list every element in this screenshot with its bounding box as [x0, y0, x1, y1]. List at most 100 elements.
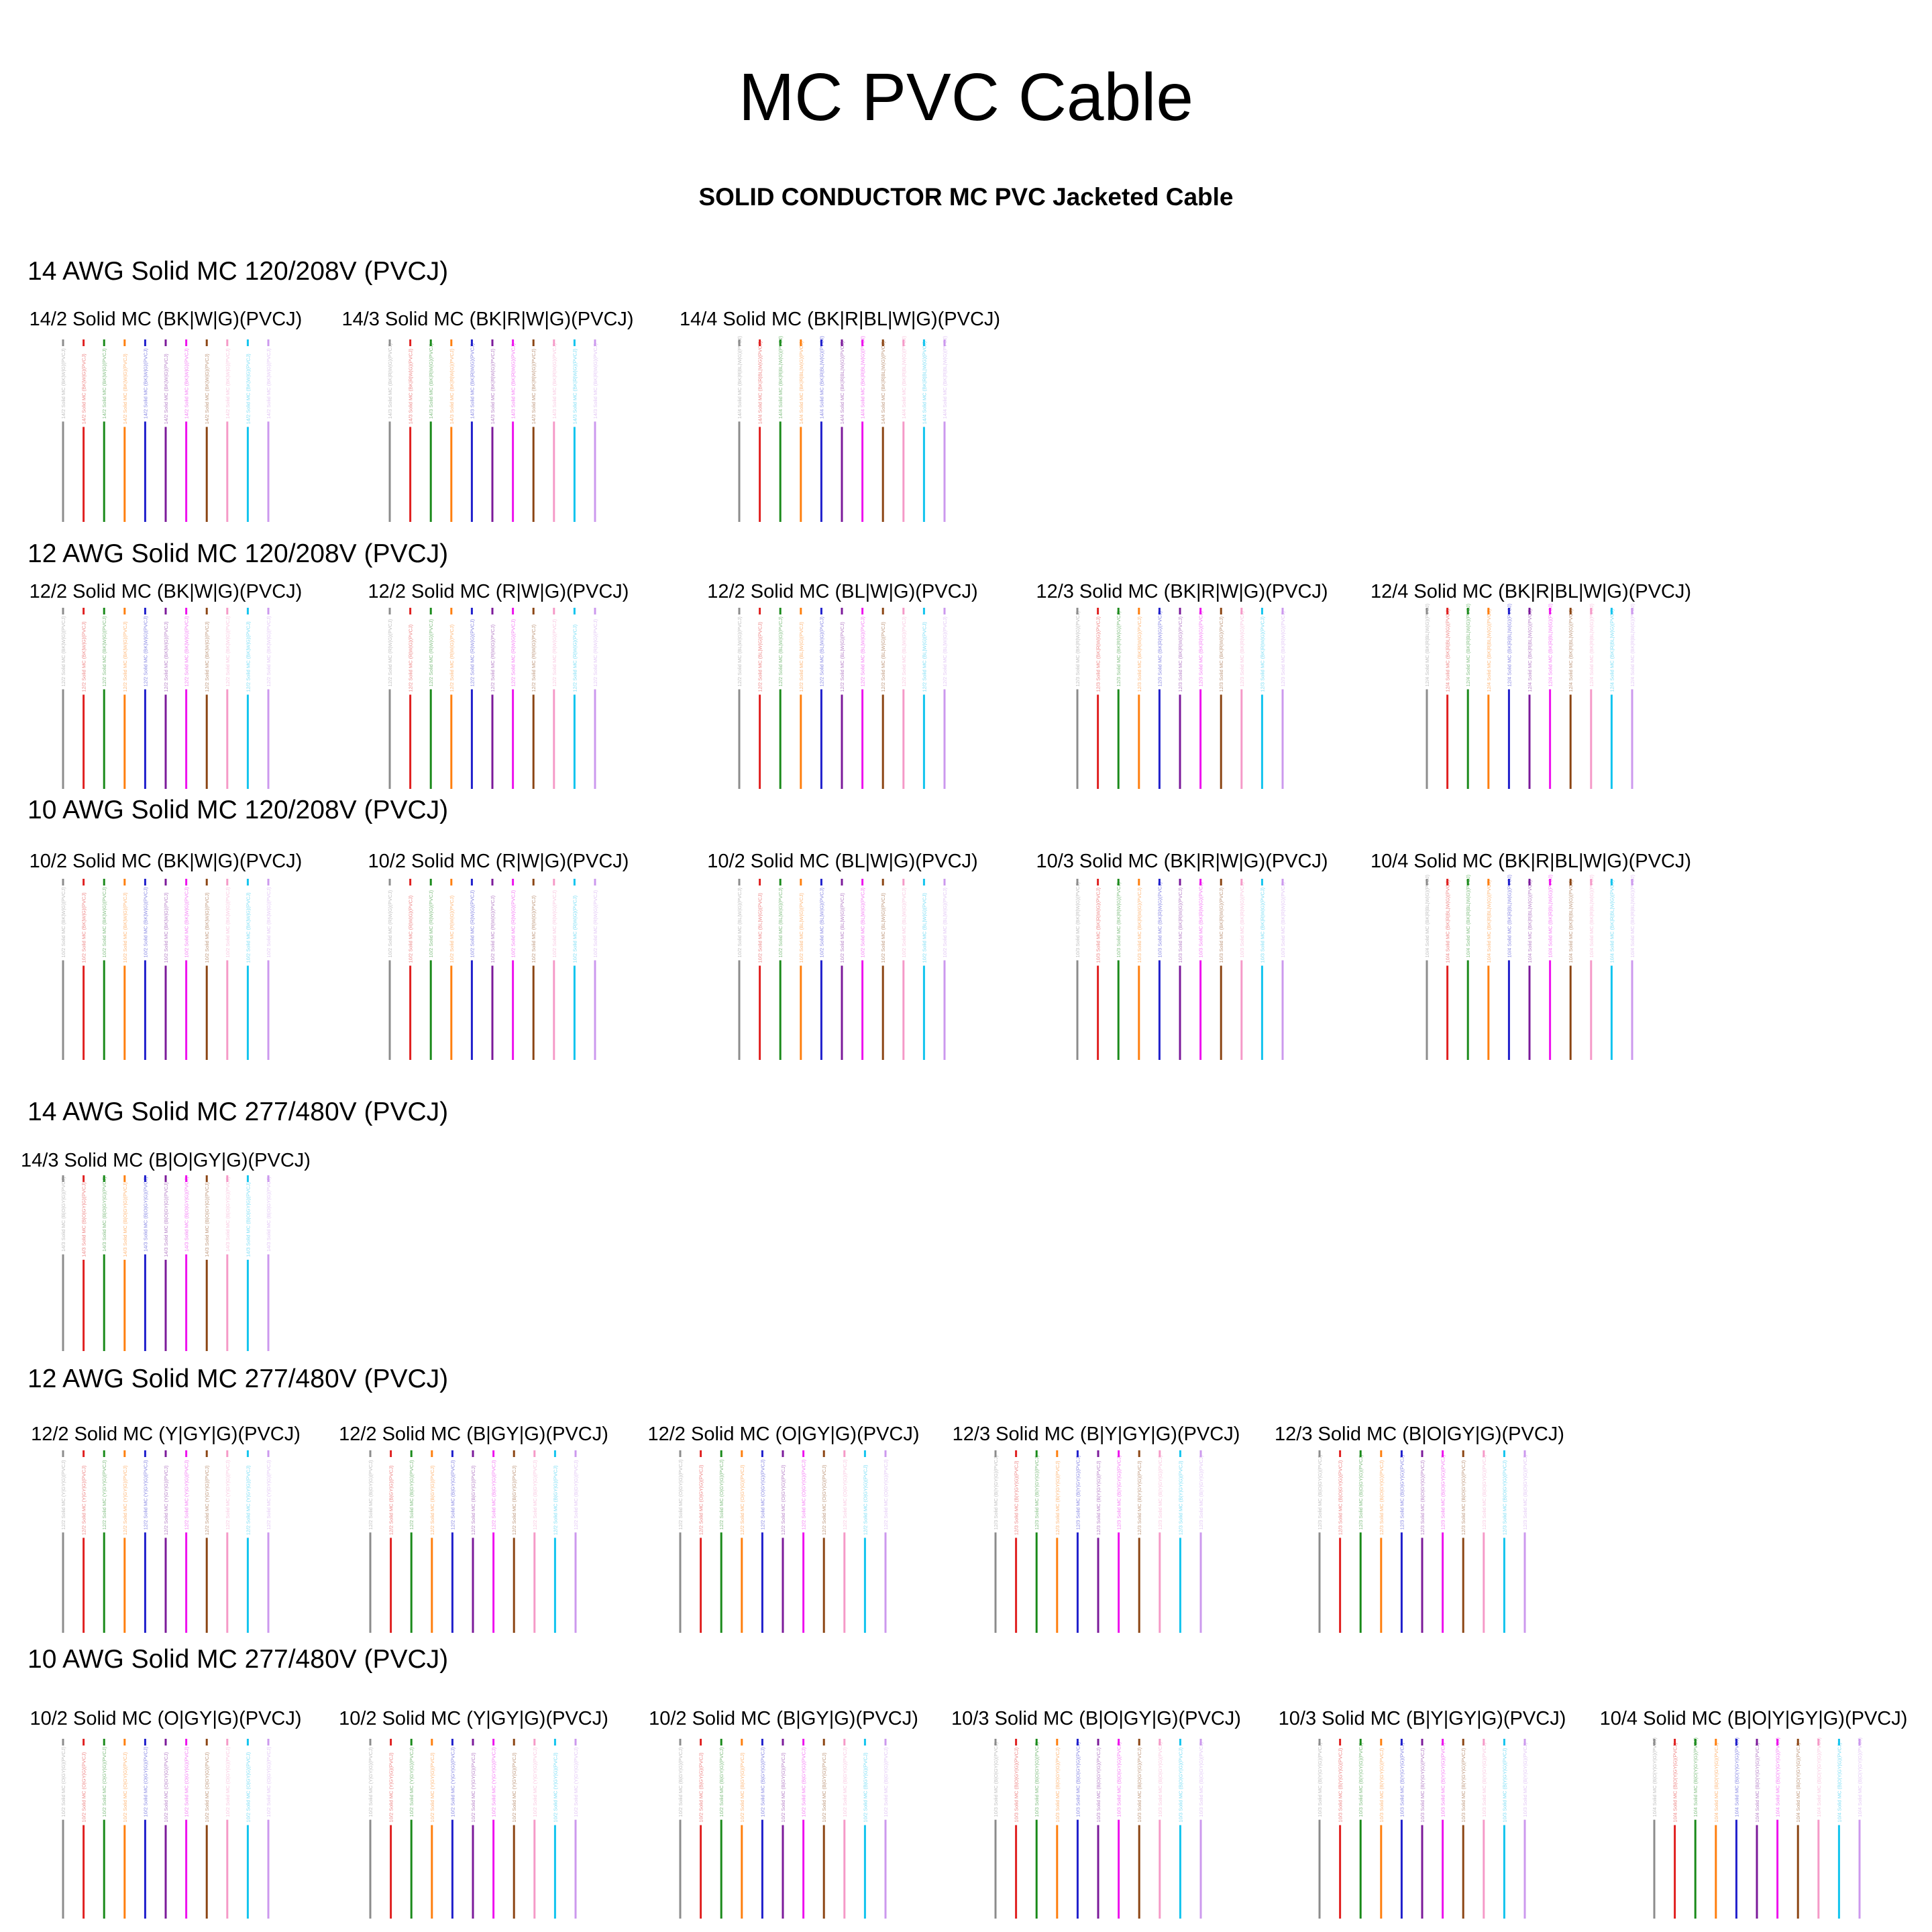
wire-print: 12/2 Solid MC (B|GY|G)(PVCJ)	[388, 1465, 394, 1535]
wire-print: 12/2 Solid MC (Y|GY|G)(PVCJ)	[142, 1460, 148, 1529]
cable-bundle: 12/3 Solid MC (B|Y|GY|G)(PVCJ) 12/3 Solid…	[993, 1450, 1204, 1633]
wire-print: 12/2 Solid MC (O|GY|G)(PVCJ)	[739, 1464, 745, 1535]
wire-print: 10/2 Solid MC (R|W|G)(PVCJ)	[428, 890, 434, 957]
wire-print: 10/3 Solid MC (B|O|GY|G)(PVCJ)	[1116, 1741, 1122, 1817]
cable-bundle: 10/4 Solid MC (B|O|Y|GY|G)(PVCJ) 10/4 Sol…	[1652, 1737, 1863, 1919]
cable-bundle: 10/4 Solid MC (BK|R|BL|W|G)(PVCJ) 10/4 So…	[1424, 874, 1635, 1060]
cable-label: 10/2 Solid MC (BK|W|G)(PVCJ)	[29, 851, 303, 872]
wire-print: 10/4 Solid MC (B|O|Y|GY|G)(PVCJ)	[1652, 1737, 1658, 1817]
wire-print: 12/3 Solid MC (B|Y|GY|G)(PVCJ)	[1136, 1460, 1142, 1535]
wire-print: 12/3 Solid MC (B|Y|GY|G)(PVCJ)	[993, 1455, 999, 1529]
cable-label: 12/3 Solid MC (BK|R|W|G)(PVCJ)	[1036, 581, 1328, 602]
cable-label: 14/3 Solid MC (BK|R|W|G)(PVCJ)	[341, 309, 634, 330]
wire-print: 12/3 Solid MC (B|O|GY|G)(PVCJ)	[1317, 1454, 1323, 1529]
wire-print: 12/2 Solid MC (O|GY|G)(PVCJ)	[678, 1459, 684, 1529]
wire-print: 12/4 Solid MC (BK|R|BL|W|G)(PVCJ)	[1609, 608, 1615, 692]
wire-print: 12/2 Solid MC (O|GY|G)(PVCJ)	[842, 1459, 848, 1529]
wire-print: 12/2 Solid MC (Y|GY|G)(PVCJ)	[122, 1465, 128, 1535]
wire-print: 10/2 Solid MC (O|GY|G)(PVCJ)	[101, 1746, 107, 1817]
wire-print: 10/2 Solid MC (BK|W|G)(PVCJ)	[60, 887, 66, 958]
wire-print: 10/2 Solid MC (Y|GY|G)(PVCJ)	[573, 1747, 579, 1817]
wire-print: 10/3 Solid MC (B|O|GY|G)(PVCJ)	[1075, 1741, 1081, 1817]
cable-bundle: 10/3 Solid MC (B|Y|GY|G)(PVCJ) 10/3 Solid…	[1317, 1739, 1528, 1919]
wire-print: 14/2 Solid MC (BK|W|G)(PVCJ)	[142, 348, 148, 419]
wire-print: 10/3 Solid MC (B|Y|GY|G)(PVCJ)	[1317, 1742, 1323, 1817]
wire-print: 10/3 Solid MC (B|O|GY|G)(PVCJ)	[993, 1741, 999, 1817]
wire-print: 12/2 Solid MC (Y|GY|G)(PVCJ)	[245, 1465, 251, 1535]
wire-print: 10/4 Solid MC (B|O|Y|GY|G)(PVCJ)	[1713, 1742, 1719, 1822]
wire-print: 10/2 Solid MC (BL|W|G)(PVCJ)	[942, 888, 948, 958]
wire-print: 14/2 Solid MC (BK|W|G)(PVCJ)	[122, 354, 128, 425]
wire-print: 10/2 Solid MC (B|GY|G)(PVCJ)	[759, 1747, 765, 1817]
page-subtitle: SOLID CONDUCTOR MC PVC Jacketed Cable	[698, 183, 1234, 211]
wire-print: 12/2 Solid MC (BK|W|G)(PVCJ)	[266, 616, 272, 687]
wire-print: 14/3 Solid MC (B|O|GY|G)(PVCJ)	[122, 1182, 128, 1257]
wire-print: 10/3 Solid MC (BK|R|W|G)(PVCJ)	[1218, 887, 1224, 963]
wire-print: 14/4 Solid MC (BK|R|BL|W|G)(PVCJ)	[901, 335, 907, 419]
cable-label: 10/3 Solid MC (B|O|GY|G)(PVCJ)	[951, 1708, 1241, 1729]
wire-print: 10/2 Solid MC (BL|W|G)(PVCJ)	[757, 893, 763, 963]
wire-print: 12/3 Solid MC (BK|R|W|G)(PVCJ)	[1075, 610, 1081, 686]
wire-print: 12/2 Solid MC (BL|W|G)(PVCJ)	[798, 622, 804, 692]
cable-bundle: 12/2 Solid MC (BL|W|G)(PVCJ) 12/2 Solid M…	[737, 608, 948, 789]
wire-print: 12/2 Solid MC (O|GY|G)(PVCJ)	[780, 1464, 786, 1535]
cable-label: 10/4 Solid MC (B|O|Y|GY|G)(PVCJ)	[1599, 1708, 1908, 1729]
wire-print: 12/3 Solid MC (BK|R|W|G)(PVCJ)	[1177, 616, 1183, 692]
wire-print: 14/3 Solid MC (B|O|GY|G)(PVCJ)	[245, 1182, 251, 1257]
wire-print: 10/3 Solid MC (B|O|GY|G)(PVCJ)	[1136, 1747, 1142, 1822]
section-header: 10 AWG Solid MC 120/208V (PVCJ)	[28, 796, 449, 824]
wire-print: 10/4 Solid MC (B|O|Y|GY|G)(PVCJ)	[1754, 1742, 1760, 1822]
wire-print: 12/2 Solid MC (Y|GY|G)(PVCJ)	[184, 1460, 190, 1529]
wire-print: 10/2 Solid MC (BK|W|G)(PVCJ)	[225, 887, 231, 958]
wire-print: 10/2 Solid MC (BK|W|G)(PVCJ)	[266, 887, 272, 958]
wire-print: 14/2 Solid MC (BK|W|G)(PVCJ)	[81, 354, 87, 425]
wire-print: 12/2 Solid MC (O|GY|G)(PVCJ)	[759, 1459, 765, 1529]
wire-print: 12/2 Solid MC (O|GY|G)(PVCJ)	[862, 1464, 868, 1535]
wire-print: 10/2 Solid MC (O|GY|G)(PVCJ)	[163, 1752, 169, 1822]
wire-print: 12/2 Solid MC (BL|W|G)(PVCJ)	[839, 622, 845, 692]
wire-print: 12/3 Solid MC (BK|R|W|G)(PVCJ)	[1198, 610, 1204, 686]
wire-print: 12/3 Solid MC (B|Y|GY|G)(PVCJ)	[1014, 1460, 1020, 1535]
wire-print: 12/2 Solid MC (Y|GY|G)(PVCJ)	[81, 1465, 87, 1535]
wire-print: 10/3 Solid MC (B|O|GY|G)(PVCJ)	[1095, 1747, 1102, 1822]
cable-label: 10/3 Solid MC (BK|R|W|G)(PVCJ)	[1036, 851, 1328, 872]
cable-bundle: 10/3 Solid MC (BK|R|W|G)(PVCJ) 10/3 Solid…	[1075, 879, 1286, 1060]
wire-print: 12/2 Solid MC (R|W|G)(PVCJ)	[551, 619, 557, 686]
wire-print: 12/3 Solid MC (B|Y|GY|G)(PVCJ)	[1075, 1455, 1081, 1529]
wire-print: 12/2 Solid MC (BL|W|G)(PVCJ)	[880, 622, 886, 692]
wire-print: 14/3 Solid MC (B|O|GY|G)(PVCJ)	[142, 1177, 148, 1252]
wire-print: 12/2 Solid MC (BK|W|G)(PVCJ)	[225, 616, 231, 687]
wire-print: 10/2 Solid MC (BL|W|G)(PVCJ)	[737, 888, 743, 958]
wire-print: 12/2 Solid MC (Y|GY|G)(PVCJ)	[266, 1460, 272, 1529]
wire-print: 14/3 Solid MC (BK|R|W|G)(PVCJ)	[531, 348, 537, 424]
cable-label: 10/4 Solid MC (BK|R|BL|W|G)(PVCJ)	[1370, 851, 1692, 872]
wire-print: 10/3 Solid MC (BK|R|W|G)(PVCJ)	[1280, 881, 1286, 957]
wire-print: 10/2 Solid MC (Y|GY|G)(PVCJ)	[449, 1747, 455, 1817]
wire-print: 12/3 Solid MC (B|O|GY|G)(PVCJ)	[1522, 1454, 1528, 1529]
wire-print: 12/2 Solid MC (Y|GY|G)(PVCJ)	[163, 1465, 169, 1535]
cable-label: 10/2 Solid MC (B|GY|G)(PVCJ)	[649, 1708, 918, 1729]
wire-print: 12/4 Solid MC (BK|R|BL|W|G)(PVCJ)	[1548, 603, 1554, 686]
wire-print: 12/4 Solid MC (BK|R|BL|W|G)(PVCJ)	[1568, 608, 1574, 692]
wire-print: 10/3 Solid MC (BK|R|W|G)(PVCJ)	[1116, 881, 1122, 957]
wire-print: 14/2 Solid MC (BK|W|G)(PVCJ)	[101, 348, 107, 419]
wire-print: 12/3 Solid MC (B|Y|GY|G)(PVCJ)	[1034, 1455, 1040, 1529]
wire-print: 14/4 Solid MC (BK|R|BL|W|G)(PVCJ)	[880, 341, 886, 424]
wire-print: 10/3 Solid MC (BK|R|W|G)(PVCJ)	[1075, 881, 1081, 957]
cable-bundle: 12/2 Solid MC (O|GY|G)(PVCJ) 12/2 Solid M…	[678, 1450, 889, 1633]
wire-print: 14/3 Solid MC (B|O|GY|G)(PVCJ)	[184, 1177, 190, 1252]
wire-print: 12/2 Solid MC (BL|W|G)(PVCJ)	[757, 622, 763, 692]
wire-print: 10/2 Solid MC (R|W|G)(PVCJ)	[449, 895, 455, 963]
section-header: 14 AWG Solid MC 120/208V (PVCJ)	[28, 257, 449, 286]
wire-print: 10/2 Solid MC (B|GY|G)(PVCJ)	[739, 1752, 745, 1822]
wire-print: 10/4 Solid MC (BK|R|BL|W|G)(PVCJ)	[1445, 879, 1451, 963]
wire-print: 10/4 Solid MC (BK|R|BL|W|G)(PVCJ)	[1424, 874, 1430, 957]
wire-print: 14/4 Solid MC (BK|R|BL|W|G)(PVCJ)	[839, 341, 845, 424]
wire-print: 10/3 Solid MC (BK|R|W|G)(PVCJ)	[1136, 887, 1142, 963]
wire-print: 12/2 Solid MC (Y|GY|G)(PVCJ)	[204, 1465, 210, 1535]
wire-print: 12/2 Solid MC (BL|W|G)(PVCJ)	[921, 622, 927, 692]
wire-print: 12/2 Solid MC (Y|GY|G)(PVCJ)	[225, 1460, 231, 1529]
cable-bundle: 12/3 Solid MC (BK|R|W|G)(PVCJ) 12/3 Solid…	[1075, 608, 1286, 789]
wire-print: 10/3 Solid MC (BK|R|W|G)(PVCJ)	[1095, 887, 1102, 963]
wire-print: 10/2 Solid MC (R|W|G)(PVCJ)	[592, 890, 598, 957]
